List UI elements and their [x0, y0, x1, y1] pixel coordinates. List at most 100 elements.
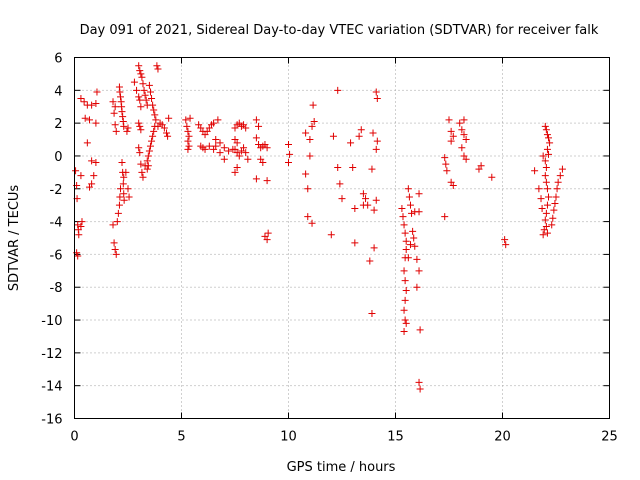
data-point: [120, 173, 128, 181]
data-point: [81, 114, 89, 122]
data-point: [400, 267, 408, 275]
data-point: [442, 160, 450, 168]
data-point: [138, 168, 146, 176]
data-point: [142, 96, 150, 104]
y-tick-label: -12: [41, 347, 62, 362]
data-point: [398, 204, 406, 212]
data-point: [185, 142, 193, 150]
data-point: [542, 126, 550, 134]
data-point: [83, 139, 91, 147]
data-point: [413, 255, 421, 263]
data-point: [543, 185, 551, 193]
data-point: [136, 149, 144, 157]
data-point: [154, 65, 162, 73]
data-point: [370, 244, 378, 252]
data-point: [141, 91, 149, 99]
data-point: [225, 147, 233, 155]
x-tick-label: 5: [177, 430, 185, 445]
data-point: [109, 98, 117, 106]
data-point: [541, 122, 549, 130]
data-point: [349, 163, 357, 171]
data-point: [415, 378, 423, 386]
data-point: [75, 231, 83, 239]
data-point: [400, 306, 408, 314]
data-point: [542, 223, 550, 231]
data-point: [304, 185, 312, 193]
data-point: [329, 132, 337, 140]
data-point: [264, 229, 272, 237]
data-point: [416, 385, 424, 393]
data-point: [146, 88, 154, 96]
data-point: [449, 132, 457, 140]
data-point: [327, 231, 335, 239]
data-point: [458, 144, 466, 152]
data-point: [151, 111, 159, 119]
data-point: [402, 319, 410, 327]
data-point: [372, 145, 380, 153]
data-point: [137, 103, 145, 111]
x-tick-label: 25: [601, 430, 618, 445]
data-point: [400, 328, 408, 336]
data-point: [78, 218, 86, 226]
data-point: [406, 201, 414, 209]
y-tick-label: -2: [50, 183, 63, 198]
data-point: [308, 122, 316, 130]
data-point: [543, 131, 551, 139]
data-point: [136, 122, 144, 130]
data-point: [117, 93, 125, 101]
y-tick-labels: -16 -14 -12 -10 -8 -6 -4 -2 0 2 4 6: [41, 52, 62, 428]
data-point: [137, 70, 145, 78]
data-point: [334, 163, 342, 171]
data-point: [182, 116, 190, 124]
data-point: [118, 159, 126, 167]
data-point: [184, 127, 192, 135]
data-points: [72, 62, 566, 393]
x-tick-label: 20: [494, 430, 511, 445]
data-point: [214, 116, 222, 124]
data-point: [310, 117, 318, 125]
data-point: [74, 221, 82, 229]
y-tick-label: 6: [54, 52, 62, 67]
data-point: [150, 106, 158, 114]
data-point: [139, 80, 147, 88]
y-tick-label: -4: [50, 216, 63, 231]
data-point: [242, 124, 250, 132]
data-point: [185, 132, 193, 140]
data-point: [150, 127, 158, 135]
data-point: [535, 185, 543, 193]
data-point: [539, 152, 547, 160]
data-point: [545, 134, 553, 142]
data-point: [541, 157, 549, 165]
data-point: [410, 234, 418, 242]
data-point: [542, 163, 550, 171]
data-point: [541, 216, 549, 224]
data-point: [137, 160, 145, 168]
data-point: [144, 152, 152, 160]
data-point: [531, 167, 539, 175]
data-point: [255, 122, 263, 130]
x-tick-labels: 0 5 10 15 20 25: [70, 430, 617, 445]
data-point: [111, 245, 119, 253]
data-point: [359, 190, 367, 198]
data-point: [366, 257, 374, 265]
x-tick-label: 10: [280, 430, 297, 445]
data-point: [456, 119, 464, 127]
data-point: [259, 159, 267, 167]
data-point: [231, 168, 239, 176]
data-point: [402, 237, 410, 245]
data-point: [85, 183, 93, 191]
data-point: [552, 193, 560, 201]
data-point: [402, 245, 410, 253]
data-point: [216, 139, 224, 147]
data-point: [124, 124, 132, 132]
data-point: [183, 122, 191, 130]
data-point: [122, 168, 130, 176]
data-point: [542, 209, 550, 217]
data-point: [401, 296, 409, 304]
data-point: [447, 127, 455, 135]
data-point: [558, 165, 566, 173]
y-tick-label: -10: [41, 314, 62, 329]
data-point: [373, 95, 381, 103]
data-point: [80, 98, 88, 106]
